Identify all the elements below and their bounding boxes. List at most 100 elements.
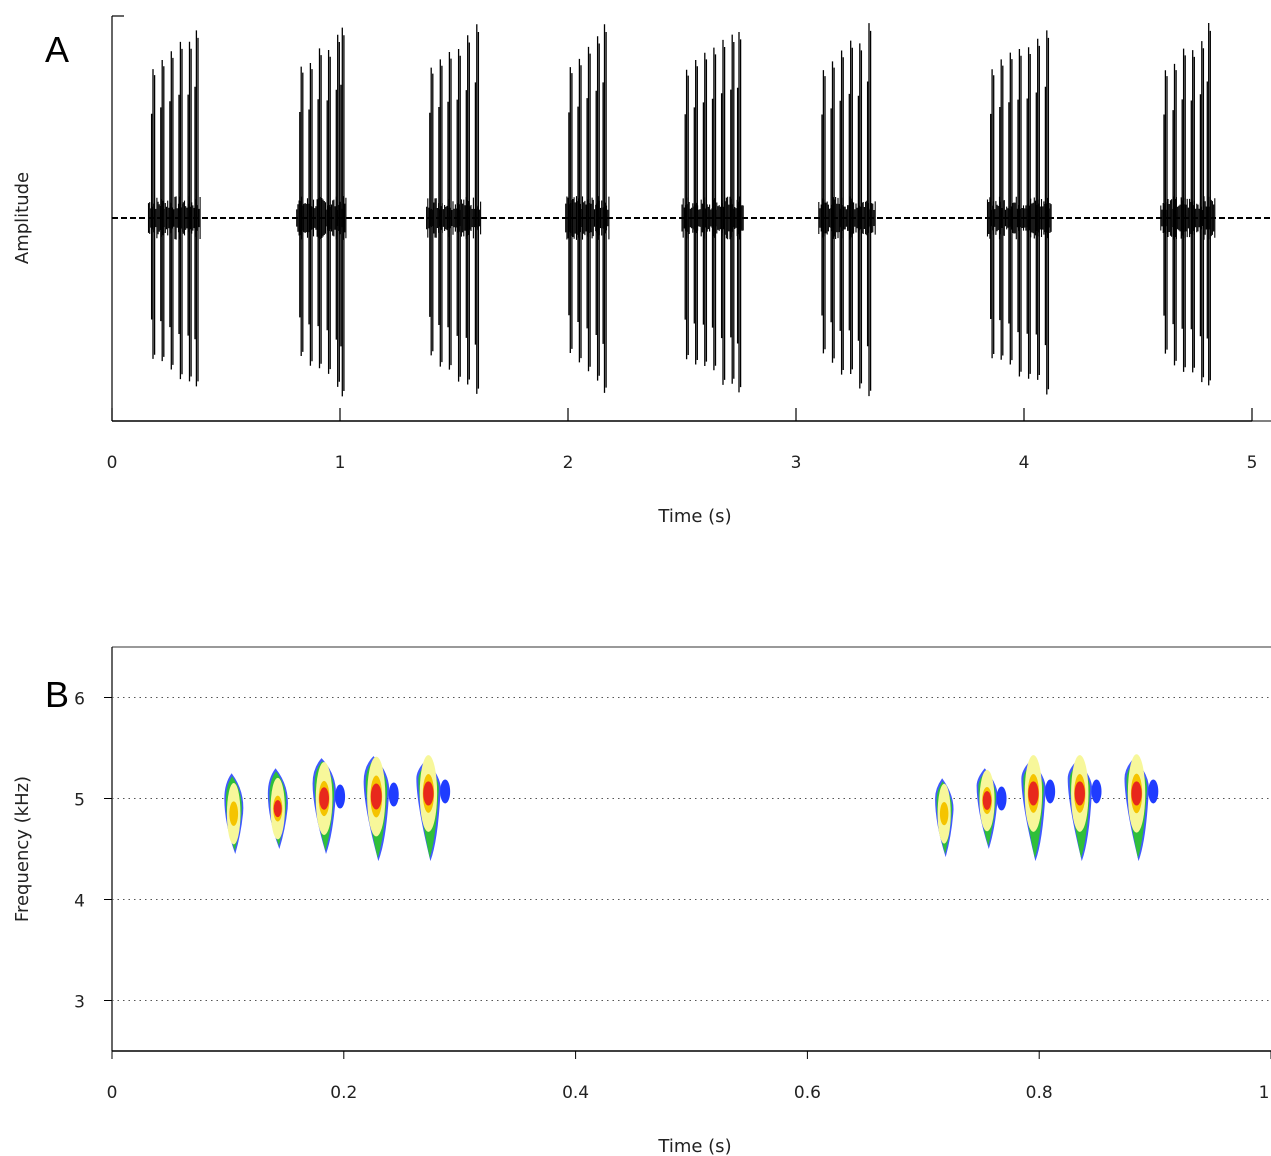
pulse bbox=[187, 41, 192, 382]
pulse bbox=[839, 50, 844, 375]
pulse bbox=[857, 43, 863, 389]
pulse bbox=[1008, 52, 1013, 365]
spectrogram-notes bbox=[224, 754, 1159, 862]
x-tick-label: 0 bbox=[107, 1083, 118, 1103]
note-peak bbox=[982, 791, 992, 810]
pulse bbox=[178, 41, 183, 380]
y-tick-label: 3 bbox=[74, 993, 85, 1013]
call-burst bbox=[147, 30, 201, 387]
pulse bbox=[577, 58, 582, 363]
x-tick-label: 3 bbox=[791, 453, 802, 473]
pulse bbox=[736, 31, 742, 393]
pulse bbox=[160, 59, 165, 362]
pulse bbox=[1181, 48, 1186, 372]
oscillogram-panel: 0 1 2 3 4 5 A Amplitude Time (s) bbox=[12, 15, 1271, 527]
y-tick-label: 4 bbox=[74, 892, 85, 912]
pulse bbox=[830, 61, 835, 363]
x-tick-label: 0.8 bbox=[1026, 1083, 1053, 1103]
pulse bbox=[568, 67, 573, 353]
note bbox=[267, 768, 288, 849]
pulse bbox=[1026, 47, 1031, 379]
pulse bbox=[586, 46, 591, 372]
panel-label-b: B bbox=[45, 674, 69, 715]
note-side-lobe bbox=[440, 779, 451, 804]
pulse bbox=[340, 27, 345, 397]
pulse bbox=[1044, 30, 1050, 395]
note-core bbox=[229, 801, 239, 826]
pulse bbox=[1206, 23, 1211, 386]
x-tick-label: 2 bbox=[563, 453, 574, 473]
note-side-lobe bbox=[1091, 779, 1102, 804]
pulse bbox=[821, 70, 826, 354]
burst-body bbox=[147, 196, 201, 240]
note bbox=[1021, 755, 1056, 862]
pulse bbox=[299, 66, 304, 357]
call-burst bbox=[296, 27, 347, 397]
y-axis-title-amplitude: Amplitude bbox=[12, 172, 33, 264]
x-tick-label: 1 bbox=[1259, 1083, 1270, 1103]
note-peak bbox=[1074, 781, 1085, 806]
x-axis-title-time: Time (s) bbox=[657, 506, 731, 527]
call-burst bbox=[818, 23, 876, 397]
pulse bbox=[465, 35, 470, 385]
pulse bbox=[429, 67, 434, 356]
note bbox=[1124, 754, 1159, 862]
pulse bbox=[456, 48, 461, 382]
pulse bbox=[1017, 48, 1022, 377]
note-peak bbox=[273, 800, 282, 818]
pulse bbox=[990, 69, 995, 359]
note-peak bbox=[319, 787, 329, 810]
x-tick-label: 5 bbox=[1247, 453, 1258, 473]
panel-label-a: A bbox=[45, 29, 69, 70]
pulse bbox=[693, 59, 698, 365]
x-tick-label: 0.2 bbox=[330, 1083, 357, 1103]
pulse bbox=[702, 52, 708, 367]
x-axis-title-time: Time (s) bbox=[657, 1136, 731, 1156]
pulse bbox=[684, 69, 689, 360]
pulse bbox=[602, 24, 607, 393]
pulse bbox=[1035, 38, 1040, 380]
x-tick-label: 0.4 bbox=[562, 1083, 589, 1103]
x-tick-label: 1 bbox=[335, 453, 346, 473]
x-axis-ticks: 0 1 2 3 4 5 bbox=[107, 408, 1258, 473]
pulse bbox=[438, 59, 443, 367]
x-tick-label: 4 bbox=[1019, 453, 1030, 473]
burst-body bbox=[426, 196, 482, 240]
note-peak bbox=[370, 783, 382, 810]
call-burst bbox=[565, 24, 610, 393]
pulse bbox=[447, 51, 452, 370]
pulse bbox=[999, 59, 1004, 360]
note bbox=[363, 756, 399, 862]
pulse bbox=[720, 39, 726, 385]
call-burst bbox=[986, 30, 1052, 395]
note bbox=[976, 768, 1007, 849]
note-side-lobe bbox=[388, 782, 399, 807]
x-tick-label: 0.6 bbox=[794, 1083, 821, 1103]
note-core bbox=[939, 801, 949, 826]
y-tick-label: 5 bbox=[74, 791, 85, 811]
note bbox=[312, 758, 346, 855]
note-side-lobe bbox=[1148, 779, 1159, 804]
axis-ticks: 3 4 5 6 0 0.2 0.4 0.6 0.8 1 bbox=[74, 690, 1271, 1103]
pulse bbox=[1172, 63, 1177, 366]
note bbox=[1067, 755, 1102, 862]
call-burst bbox=[681, 31, 744, 393]
note-side-lobe bbox=[335, 784, 346, 809]
waveform bbox=[147, 23, 1216, 397]
pulse bbox=[335, 34, 340, 387]
pulse bbox=[1199, 41, 1205, 383]
pulse bbox=[326, 49, 331, 374]
note bbox=[416, 755, 451, 862]
note-side-lobe bbox=[1045, 779, 1056, 804]
note bbox=[224, 773, 244, 855]
call-burst bbox=[426, 24, 482, 394]
pulse bbox=[711, 47, 717, 371]
note-peak bbox=[423, 781, 434, 806]
note-peak bbox=[1131, 781, 1142, 806]
pulse bbox=[595, 36, 600, 381]
note-side-lobe bbox=[996, 786, 1007, 811]
y-axis-title-frequency: Frequency (kHz) bbox=[12, 776, 33, 922]
pulse bbox=[1190, 50, 1195, 373]
pulse bbox=[194, 30, 199, 387]
